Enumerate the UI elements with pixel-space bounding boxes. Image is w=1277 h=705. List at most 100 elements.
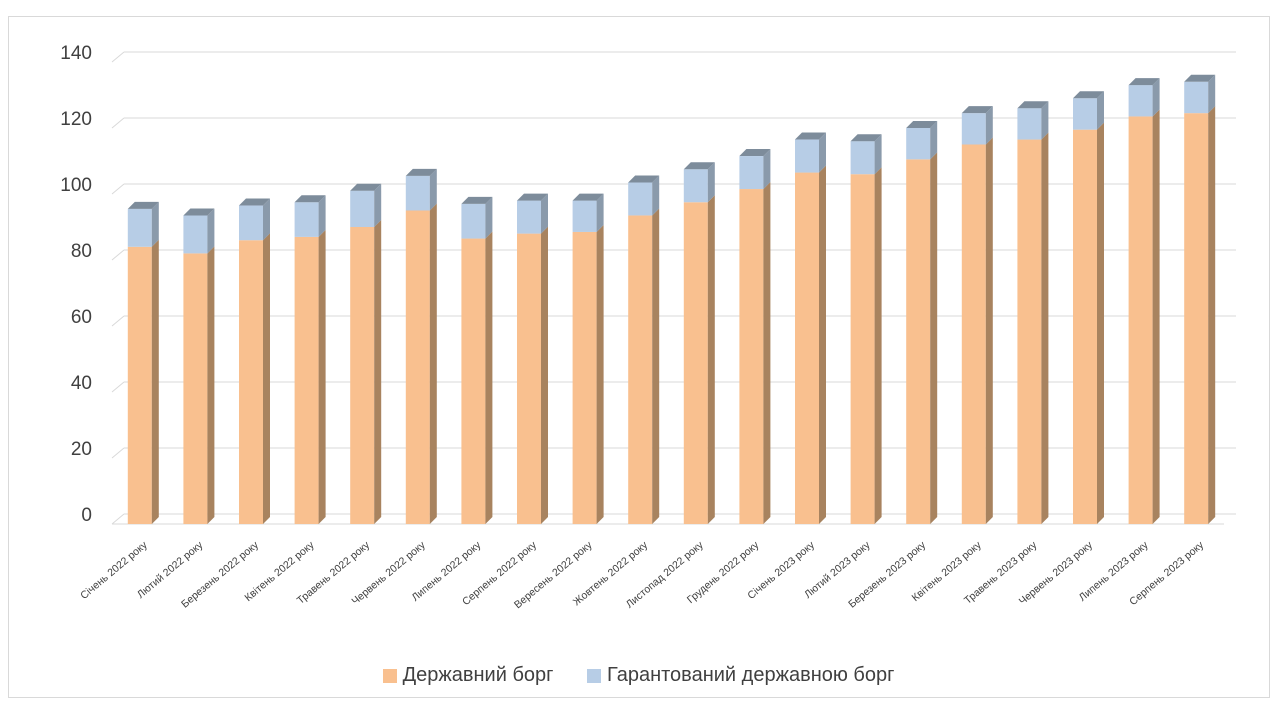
bar-state-debt [405, 210, 430, 524]
bar-state-debt [961, 144, 986, 524]
bar-top [127, 201, 159, 209]
gridline-depth [111, 447, 125, 459]
bar-guaranteed-debt [628, 182, 653, 216]
bar-top [850, 134, 882, 142]
legend-swatch-guaranteed-debt [587, 668, 601, 683]
bar-guaranteed-debt [239, 205, 263, 241]
bar-guaranteed-debt [294, 202, 319, 237]
bar-side-guaranteed-debt [819, 132, 826, 173]
bar-guaranteed-debt [461, 203, 486, 239]
bar-guaranteed-debt [739, 156, 764, 190]
bar-top [739, 149, 771, 157]
bar-state-debt [1184, 113, 1209, 525]
y-tick-label: 40 [71, 373, 92, 394]
bar-top [239, 198, 270, 206]
bar-state-debt [683, 202, 708, 524]
bar-side-guaranteed-debt [263, 198, 270, 241]
bar-side-state-debt [1208, 106, 1216, 525]
bar-state-debt [1073, 129, 1097, 524]
bar-state-debt [795, 172, 819, 525]
bar-state-debt [1017, 139, 1042, 525]
bar-side-guaranteed-debt [707, 162, 715, 203]
bar-state-debt [628, 215, 653, 524]
bar-side-state-debt [1152, 109, 1160, 524]
bar-top [1128, 78, 1160, 86]
bar-state-debt [239, 240, 263, 524]
y-tick-label: 80 [71, 241, 92, 262]
bar-side-guaranteed-debt [1097, 91, 1104, 130]
bar-side-state-debt [763, 182, 771, 525]
bar-state-debt [906, 159, 931, 524]
legend-swatch-state-debt [382, 668, 397, 683]
bar-top [461, 196, 493, 204]
bar-top [906, 121, 938, 128]
bar-state-debt [1128, 116, 1153, 524]
bar-guaranteed-debt [350, 190, 375, 227]
bar-top [1184, 74, 1216, 82]
bar-top [961, 106, 993, 114]
bar-side-guaranteed-debt [374, 183, 382, 227]
bar-side-state-debt [707, 195, 715, 524]
bar-side-guaranteed-debt [151, 201, 159, 247]
legend-item-state-debt: Державний борг [382, 664, 553, 687]
bar-state-debt [294, 236, 319, 524]
bar-side-state-debt [485, 231, 493, 525]
bar-side-guaranteed-debt [485, 196, 493, 239]
bar-top [405, 168, 437, 176]
bar-side-guaranteed-debt [1208, 74, 1216, 114]
bar-side-state-debt [930, 152, 938, 524]
y-tick-label: 60 [71, 307, 92, 328]
chart-legend: Державний борг Гарантований державною бо… [0, 664, 1277, 689]
legend-item-guaranteed-debt: Гарантований державною борг [587, 664, 894, 687]
y-tick-label: 140 [60, 43, 92, 64]
bar-side-state-debt [1041, 132, 1049, 525]
bar-side-state-debt [985, 137, 993, 524]
bar-side-state-debt [541, 226, 548, 524]
bar-side-guaranteed-debt [541, 193, 548, 234]
bar-state-debt [572, 231, 597, 524]
bar-side-state-debt [263, 233, 270, 524]
bar-guaranteed-debt [183, 215, 208, 254]
bar-side-state-debt [374, 220, 382, 524]
bar-guaranteed-debt [795, 139, 819, 173]
bar-state-debt [127, 246, 152, 525]
bar-top [628, 175, 660, 183]
bar-side-state-debt [819, 165, 826, 525]
bar-side-guaranteed-debt [207, 208, 215, 254]
gridline-depth [111, 249, 125, 261]
bar-side-guaranteed-debt [930, 121, 938, 160]
bar-guaranteed-debt [1073, 98, 1097, 130]
bar-top [1073, 91, 1104, 99]
bar-side-guaranteed-debt [318, 195, 326, 237]
gridline-depth [111, 183, 125, 195]
bar-side-state-debt [652, 208, 660, 524]
gridline-depth [111, 513, 125, 525]
bar-side-guaranteed-debt [652, 175, 660, 216]
bar-side-guaranteed-debt [1152, 78, 1160, 117]
bar-state-debt [461, 238, 486, 525]
bar-state-debt [350, 227, 375, 524]
bar-guaranteed-debt [1184, 81, 1209, 114]
gridline-depth [111, 51, 125, 63]
bar-side-state-debt [596, 224, 604, 524]
bar-side-guaranteed-debt [429, 168, 437, 211]
y-tick-label: 20 [71, 439, 92, 460]
y-tick-label: 100 [60, 175, 92, 196]
bar-top [572, 193, 604, 201]
bar-side-state-debt [207, 246, 215, 524]
bar-guaranteed-debt [405, 175, 430, 211]
bar-side-state-debt [318, 229, 326, 524]
legend-label-guaranteed-debt: Гарантований державною борг [607, 664, 895, 686]
bar-side-guaranteed-debt [1041, 101, 1049, 140]
bar-guaranteed-debt [961, 113, 986, 145]
bar-guaranteed-debt [906, 128, 931, 160]
gridline-depth [111, 381, 125, 393]
gridline-depth [111, 117, 125, 129]
bar-guaranteed-debt [683, 169, 708, 203]
bar-guaranteed-debt [850, 141, 875, 175]
bar-side-guaranteed-debt [763, 149, 771, 190]
y-tick-label: 120 [60, 109, 92, 130]
bar-state-debt [517, 233, 541, 524]
bar-top [795, 132, 826, 140]
